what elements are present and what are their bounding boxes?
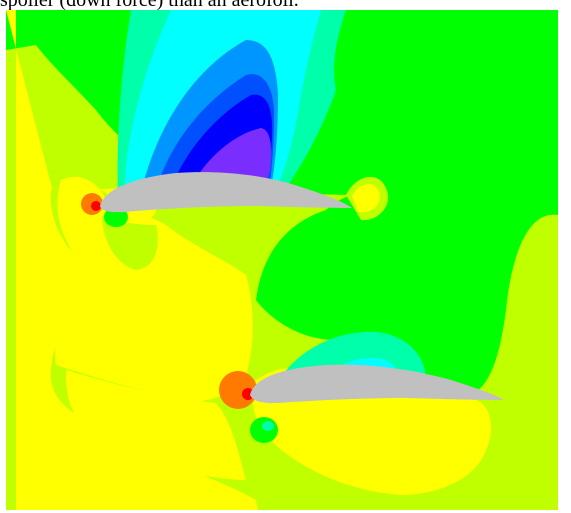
- yellow-region: [6, 10, 258, 510]
- yellow-region-left-lower: [65, 370, 247, 480]
- stagnation-lower-red: [242, 388, 254, 400]
- yellow-lobe-right: [352, 184, 380, 213]
- stagnation-upper-red: [91, 201, 101, 211]
- mint-patch-lower: [262, 421, 274, 431]
- upper-airfoil: [100, 172, 352, 213]
- contour-plot: [6, 10, 558, 510]
- yellow-region-main: [54, 176, 253, 402]
- lime-pocket-upper: [102, 215, 158, 270]
- green-patch-lower: [250, 417, 278, 443]
- lower-airfoil: [250, 364, 504, 404]
- figure-caption: spoiler (down force) than an aerofoil.: [0, 0, 299, 11]
- pressure-contour-figure: [6, 10, 558, 510]
